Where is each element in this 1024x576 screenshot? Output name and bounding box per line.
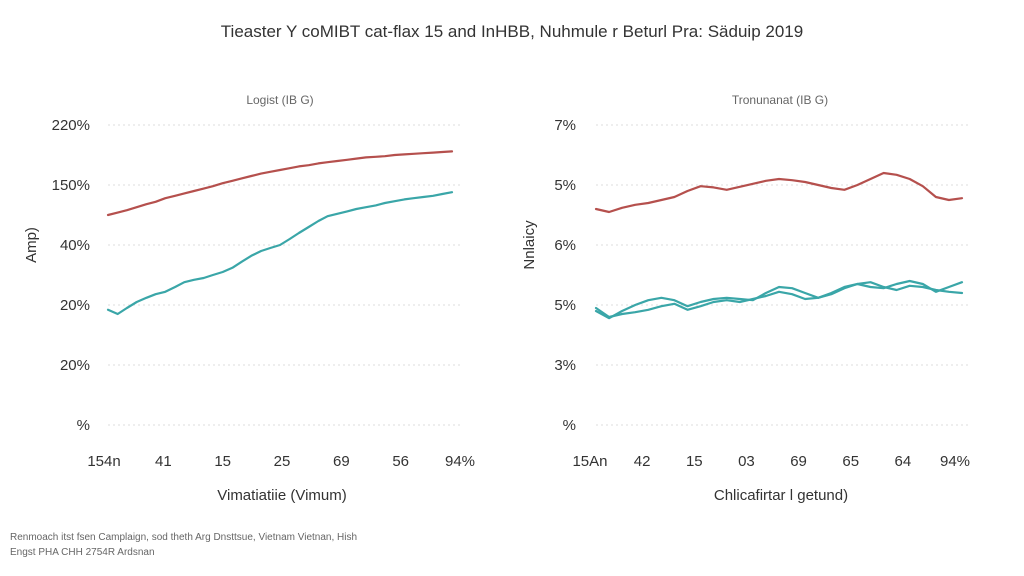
- chart1-y-tick-label: 40%: [60, 237, 90, 254]
- chart1-y-tick-label: 220%: [52, 117, 90, 134]
- source-line-2: Engst PHA CHH 2754R Ardsnan: [10, 547, 155, 558]
- source-line-1: Renmoach itst fsen Camplaign, sod theth …: [10, 532, 358, 543]
- chart2-x-tick-label: 94%: [940, 453, 970, 470]
- chart2-y-tick-label: 6%: [554, 237, 576, 254]
- chart1-x-tick-label: 15: [214, 453, 231, 470]
- chart1-y-tick-label: 20%: [60, 297, 90, 314]
- chart2-x-tick-label: 64: [895, 453, 912, 470]
- chart1-x-tick-label: 25: [274, 453, 291, 470]
- chart2-y-tick-label: 3%: [554, 357, 576, 374]
- chart1-x-axis-title: Vimatiatiie (Vimum): [217, 487, 346, 504]
- chart2-title: Tronunanat (IB G): [732, 93, 828, 107]
- chart2-series-line-2: [594, 281, 964, 320]
- chart1-y-tick-label: %: [77, 417, 90, 434]
- chart-main-title: Tieaster Y coMIBT cat-flax 15 and InHBB,…: [220, 22, 804, 41]
- chart2-y-tick-label: 7%: [554, 117, 576, 134]
- chart1-x-tick-label: 41: [155, 453, 172, 470]
- source-note: Renmoach itst fsen Camplaign, sod theth …: [10, 530, 357, 560]
- chart2-x-tick-label: 69: [790, 453, 807, 470]
- chart1-y-axis-title: Amp): [23, 227, 40, 263]
- chart2-y-axis-title: Nnlaicy: [521, 220, 538, 270]
- chart1-y-tick-label: 150%: [52, 177, 90, 194]
- chart1-series-line-1: [106, 150, 454, 217]
- chart1-series-line-2: [106, 191, 454, 316]
- chart1-y-tick-label: 20%: [60, 357, 90, 374]
- chart2-x-axis-title: Chlicafirtar l getund): [714, 487, 848, 504]
- chart2-x-tick-label: 15: [686, 453, 703, 470]
- chart1-title: Logist (IB G): [246, 93, 313, 107]
- chart2-y-tick-label: %: [563, 417, 576, 434]
- chart2-y-tick-label: 5%: [554, 177, 576, 194]
- chart1-x-tick-label: 56: [392, 453, 409, 470]
- chart2-x-tick-label: 65: [842, 453, 859, 470]
- chart2-series-line-1: [594, 171, 964, 214]
- chart2-x-tick-label: 03: [738, 453, 755, 470]
- chart2-x-tick-label: 15An: [572, 453, 607, 470]
- chart1-x-tick-label: 69: [333, 453, 350, 470]
- chart1-x-tick-label: 94%: [445, 453, 475, 470]
- chart2-series-line-3: [594, 279, 964, 319]
- chart2-y-tick-label: 5%: [554, 297, 576, 314]
- chart2-x-tick-label: 42: [634, 453, 651, 470]
- chart1-x-tick-label: 154n: [87, 453, 120, 470]
